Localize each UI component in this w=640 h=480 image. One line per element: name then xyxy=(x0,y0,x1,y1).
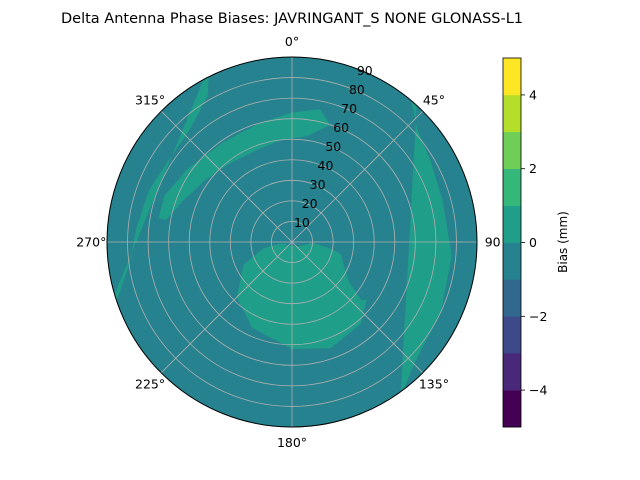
colorbar-band xyxy=(503,94,521,133)
colorbar-band xyxy=(503,242,521,280)
angle-tick-label: 0° xyxy=(285,34,299,49)
colorbar-tick-label: −4 xyxy=(529,383,547,398)
radial-tick-label: 10 xyxy=(294,215,310,230)
polar-grid xyxy=(107,57,477,427)
angle-tick-label: 45° xyxy=(423,93,445,108)
colorbar-tick-label: 0 xyxy=(529,235,537,250)
radial-tick-labels: 10 20 30 40 50 60 70 80 90 xyxy=(294,63,373,230)
colorbar-band xyxy=(503,58,521,96)
colorbar-band xyxy=(503,205,521,243)
colorbar-tick-label: 4 xyxy=(529,87,537,102)
angle-tick-label: 180° xyxy=(277,435,307,450)
contour-region xyxy=(400,92,452,397)
colorbar-ticks: −4 −2 0 2 4 xyxy=(521,87,547,398)
contour-region xyxy=(236,242,368,349)
colorbar-band xyxy=(503,390,521,428)
colorbar-tick-label: −2 xyxy=(529,309,547,324)
radial-tick-label: 80 xyxy=(349,82,365,97)
radial-tick-label: 50 xyxy=(325,139,341,154)
grid-spoke xyxy=(291,110,424,243)
radial-tick-label: 30 xyxy=(310,177,326,192)
grid-spoke xyxy=(291,241,424,374)
contour-region xyxy=(340,247,385,301)
grid-spoke xyxy=(160,241,293,374)
colorbar: −4 −2 0 2 4 Bias (mm) xyxy=(502,57,570,428)
radial-tick-label: 60 xyxy=(333,120,349,135)
radial-tick-label: 70 xyxy=(341,101,357,116)
contour-region xyxy=(158,109,331,220)
polar-frame xyxy=(106,56,478,428)
colorbar-band xyxy=(503,168,521,206)
angle-tick-label: 225° xyxy=(135,376,165,391)
radial-tick-label: 90 xyxy=(357,63,373,78)
angle-tick-label: 315° xyxy=(135,93,165,108)
colorbar-band xyxy=(503,131,521,169)
colorbar-band xyxy=(503,316,521,354)
colorbar-tick-label: 2 xyxy=(529,161,537,176)
colorbar-label: Bias (mm) xyxy=(556,211,570,273)
colorbar-band xyxy=(503,279,521,317)
colorbar-bands xyxy=(503,58,521,428)
radial-tick-label: 40 xyxy=(318,158,334,173)
angle-tick-label: 90 xyxy=(485,235,501,250)
chart-title: Delta Antenna Phase Biases: JAVRINGANT_S… xyxy=(61,11,523,27)
angle-tick-labels: 0° 45° 90 135° 180° 225° 270° 315° xyxy=(76,34,500,450)
colorbar-band xyxy=(503,353,521,391)
radial-tick-label: 20 xyxy=(302,196,318,211)
polar-plot: 10 20 30 40 50 60 70 80 90 0° 45° 90 135° 180° 225° 27… xyxy=(76,34,500,450)
angle-tick-label: 270° xyxy=(76,235,106,250)
angle-tick-label: 135° xyxy=(419,376,449,391)
grid-spoke xyxy=(160,110,293,243)
